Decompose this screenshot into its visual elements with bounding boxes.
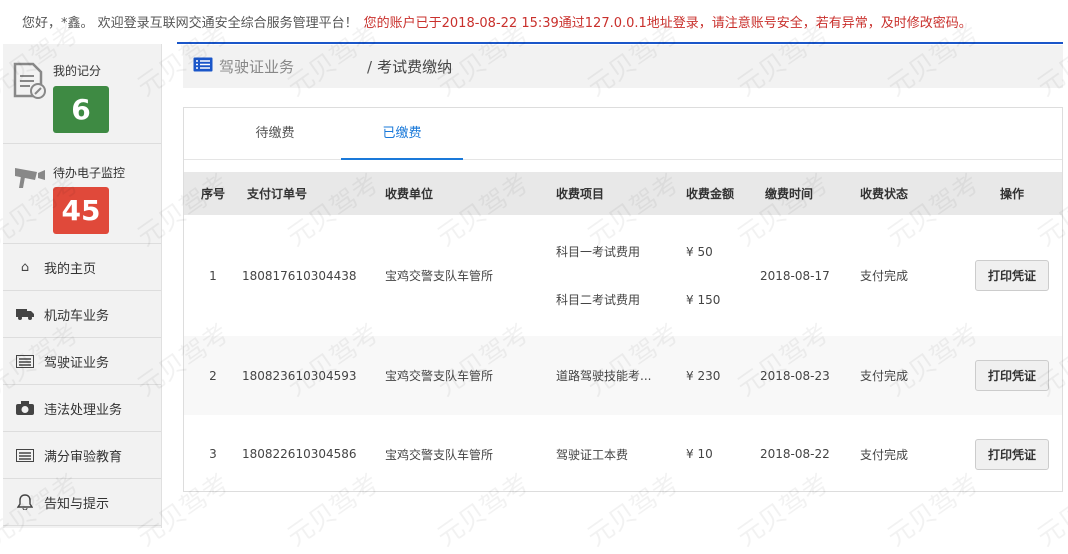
sidebar-item-label: 违法处理业务: [44, 402, 123, 418]
col-action: 操作: [962, 172, 1062, 215]
cell-amount: ¥ 10: [686, 447, 713, 461]
sidebar-item-label: 我的主页: [44, 261, 97, 277]
paid-fees-table: 序号 支付订单号 收费单位 收费项目 收费金额 缴费时间 收费状态 操作 1 1…: [184, 172, 1062, 493]
cell-order: 180823610304593: [242, 336, 385, 415]
col-order: 支付订单号: [242, 172, 385, 215]
table-row: 3 180822610304586 宝鸡交警支队车管所 驾驶证工本费 ¥ 10 …: [184, 415, 1062, 493]
cell-item: 科目二考试费用: [556, 293, 641, 307]
col-time: 缴费时间: [760, 172, 860, 215]
camera-icon: [15, 401, 35, 415]
score-label: 我的记分: [53, 64, 102, 78]
bell-icon: [15, 494, 35, 510]
breadcrumb-separator: /: [367, 57, 373, 76]
monitor-card[interactable]: 待办电子监控 45: [3, 144, 161, 244]
cell-amount: ¥ 50: [686, 244, 713, 259]
cell-status: 支付完成: [860, 269, 909, 283]
greeting-text: 您好，*鑫。 欢迎登录互联网交通安全综合服务管理平台！: [22, 16, 358, 31]
cell-no: 1: [209, 268, 217, 283]
list-icon: [193, 57, 213, 76]
sidebar-item-education[interactable]: 满分审验教育: [3, 432, 161, 479]
sidebar-item-violation[interactable]: 违法处理业务: [3, 385, 161, 432]
login-warning-text: 您的账户已于2018-08-22 15:39通过127.0.0.1地址登录，请注…: [363, 16, 972, 31]
print-receipt-button[interactable]: 打印凭证: [974, 260, 1049, 291]
breadcrumb-parent[interactable]: 驾驶证业务: [219, 58, 295, 76]
score-value: 6: [53, 86, 109, 133]
print-receipt-button[interactable]: 打印凭证: [974, 360, 1049, 391]
cell-amount: ¥ 230: [686, 336, 760, 415]
truck-icon: [15, 308, 35, 320]
sidebar-item-home[interactable]: ⌂ 我的主页: [3, 244, 161, 291]
top-welcome-bar: 您好，*鑫。 欢迎登录互联网交通安全综合服务管理平台！ 您的账户已于2018-08…: [0, 0, 1068, 42]
payment-panel: 待缴费 已缴费 序号 支付订单号 收费单位 收费项目 收费金额 缴费时间 收费状…: [183, 107, 1063, 492]
header-divider: [177, 42, 1063, 44]
monitor-label: 待办电子监控: [53, 166, 126, 180]
sidebar-item-notice[interactable]: 告知与提示: [3, 479, 161, 526]
camera-surveillance-icon: [13, 164, 47, 193]
cell-item: 驾驶证工本费: [556, 447, 629, 462]
score-card[interactable]: 我的记分 6: [3, 44, 161, 144]
sidebar-item-label: 满分审验教育: [44, 449, 123, 465]
sidebar-item-vehicle[interactable]: 机动车业务: [3, 291, 161, 338]
sidebar-item-label: 驾驶证业务: [44, 355, 110, 371]
cell-item: 科目一考试费用: [556, 245, 641, 259]
id-card-icon: [15, 448, 35, 462]
sidebar: 我的记分 6 待办电子监控 45 ⌂ 我的主页 机动车业务 驾驶证业务 违法处理业…: [3, 44, 162, 528]
sidebar-item-label: 告知与提示: [44, 496, 110, 512]
cell-unit: 宝鸡交警支队车管所: [385, 336, 556, 415]
cell-status: 支付完成: [860, 447, 909, 462]
tab-bar: 待缴费 已缴费: [184, 108, 1062, 160]
cell-no: 2: [184, 336, 242, 415]
col-unit: 收费单位: [385, 172, 556, 215]
print-receipt-button[interactable]: 打印凭证: [974, 438, 1049, 470]
col-item: 收费项目: [556, 172, 686, 215]
cell-time: 2018-08-17: [760, 268, 830, 283]
home-icon: ⌂: [20, 259, 30, 275]
col-amount: 收费金额: [686, 172, 760, 215]
table-row: 1 180817610304438 宝鸡交警支队车管所 科目一考试费用 科目二考试…: [184, 215, 1062, 336]
sidebar-item-license[interactable]: 驾驶证业务: [3, 338, 161, 385]
monitor-value: 45: [53, 187, 109, 234]
table-header-row: 序号 支付订单号 收费单位 收费项目 收费金额 缴费时间 收费状态 操作: [184, 172, 1062, 215]
col-status: 收费状态: [860, 172, 962, 215]
breadcrumb-current: 考试费缴纳: [377, 58, 453, 76]
cell-no: 3: [209, 447, 217, 461]
col-no: 序号: [184, 172, 242, 215]
cell-time: 2018-08-23: [760, 336, 860, 415]
cell-order: 180817610304438: [242, 268, 357, 283]
cell-order: 180822610304586: [242, 447, 357, 461]
table-row: 2 180823610304593 宝鸡交警支队车管所 道路驾驶技能考... ¥…: [184, 336, 1062, 415]
cell-amount: ¥ 150: [686, 292, 721, 307]
cell-unit: 宝鸡交警支队车管所: [385, 269, 494, 283]
id-card-icon: [15, 354, 35, 368]
tab-unpaid[interactable]: 待缴费: [255, 126, 295, 141]
cell-item: 道路驾驶技能考...: [556, 336, 686, 415]
breadcrumb: 驾驶证业务 / 考试费缴纳: [183, 45, 1063, 88]
cell-time: 2018-08-22: [760, 447, 830, 461]
cell-status: 支付完成: [860, 336, 962, 415]
tab-paid[interactable]: 已缴费: [341, 108, 463, 160]
cell-unit: 宝鸡交警支队车管所: [385, 447, 494, 462]
sidebar-item-label: 机动车业务: [44, 308, 110, 324]
document-edit-icon: [13, 62, 47, 103]
